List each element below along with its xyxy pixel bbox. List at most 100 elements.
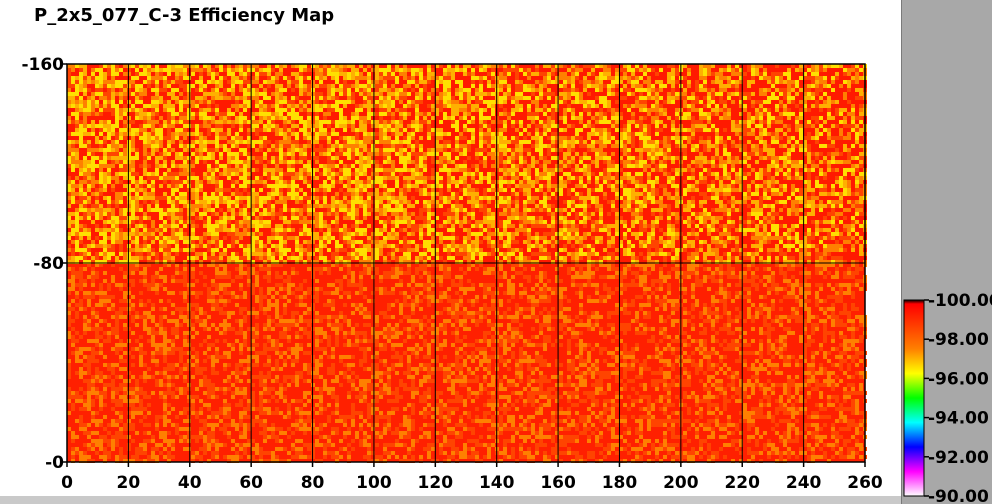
heatmap-cell bbox=[231, 295, 235, 299]
heatmap-cell bbox=[139, 375, 143, 379]
heatmap-cell bbox=[647, 459, 651, 463]
heatmap-cell bbox=[79, 359, 83, 363]
heatmap-cell bbox=[255, 299, 259, 303]
heatmap-cell bbox=[99, 299, 103, 303]
heatmap-cell bbox=[539, 299, 543, 303]
heatmap-cell bbox=[831, 435, 835, 439]
heatmap-cell bbox=[75, 435, 79, 439]
heatmap-cell bbox=[139, 351, 143, 355]
heatmap-cell bbox=[323, 447, 327, 451]
heatmap-cell bbox=[759, 451, 763, 455]
heatmap-cell bbox=[699, 367, 703, 371]
heatmap-cell bbox=[323, 383, 327, 387]
heatmap-cell bbox=[155, 427, 159, 431]
heatmap-cell bbox=[71, 391, 75, 395]
heatmap-cell bbox=[795, 419, 799, 423]
heatmap-cell bbox=[555, 431, 559, 435]
heatmap-cell bbox=[227, 379, 231, 383]
heatmap-cell bbox=[847, 383, 851, 387]
heatmap-cell bbox=[263, 439, 267, 443]
heatmap-cell bbox=[507, 339, 511, 343]
heatmap-cell bbox=[435, 359, 439, 363]
heatmap-cell bbox=[831, 335, 835, 339]
heatmap-cell bbox=[399, 379, 403, 383]
heatmap-cell bbox=[759, 403, 763, 407]
heatmap-cell bbox=[391, 363, 395, 367]
heatmap-cell bbox=[155, 343, 159, 347]
heatmap-cell bbox=[235, 443, 239, 447]
heatmap-cell bbox=[351, 419, 355, 423]
heatmap-cell bbox=[459, 339, 463, 343]
heatmap-cell bbox=[507, 439, 511, 443]
heatmap-cell bbox=[259, 419, 263, 423]
heatmap-cell bbox=[535, 443, 539, 447]
heatmap-cell bbox=[587, 355, 591, 359]
heatmap-cell bbox=[111, 315, 115, 319]
heatmap-cell bbox=[411, 383, 415, 387]
heatmap-cell bbox=[371, 383, 375, 387]
heatmap-cell bbox=[799, 355, 803, 359]
heatmap-cell bbox=[659, 351, 663, 355]
heatmap-cell bbox=[127, 447, 131, 451]
heatmap-cell bbox=[435, 339, 439, 343]
heatmap-cell bbox=[851, 335, 855, 339]
heatmap-cell bbox=[635, 459, 639, 463]
heatmap-cell bbox=[259, 423, 263, 427]
heatmap-cell bbox=[531, 367, 535, 371]
heatmap-cell bbox=[759, 383, 763, 387]
heatmap-cell bbox=[663, 331, 667, 335]
heatmap-cell bbox=[747, 299, 751, 303]
heatmap-cell bbox=[139, 315, 143, 319]
heatmap-cell bbox=[423, 399, 427, 403]
heatmap-cell bbox=[643, 303, 647, 307]
heatmap-cell bbox=[747, 279, 751, 283]
heatmap-cell bbox=[675, 359, 679, 363]
heatmap-cell bbox=[315, 339, 319, 343]
heatmap-cell bbox=[547, 319, 551, 323]
heatmap-cell bbox=[299, 319, 303, 323]
heatmap-cell bbox=[539, 311, 543, 315]
heatmap-cell bbox=[555, 447, 559, 451]
heatmap-cell bbox=[247, 267, 251, 271]
heatmap-cell bbox=[143, 391, 147, 395]
heatmap-cell bbox=[439, 407, 443, 411]
heatmap-cell bbox=[71, 307, 75, 311]
heatmap-cell bbox=[503, 335, 507, 339]
heatmap-cell bbox=[327, 419, 331, 423]
heatmap-cell bbox=[407, 331, 411, 335]
heatmap-cell bbox=[611, 411, 615, 415]
heatmap-cell bbox=[243, 391, 247, 395]
heatmap-cell bbox=[779, 403, 783, 407]
heatmap-cell bbox=[819, 427, 823, 431]
heatmap-cell bbox=[767, 379, 771, 383]
heatmap-cell bbox=[703, 343, 707, 347]
heatmap-cell bbox=[427, 443, 431, 447]
heatmap-cell bbox=[83, 267, 87, 271]
heatmap-cell bbox=[791, 411, 795, 415]
heatmap-cell bbox=[675, 307, 679, 311]
heatmap-cell bbox=[143, 443, 147, 447]
heatmap-cell bbox=[703, 399, 707, 403]
heatmap-cell bbox=[371, 399, 375, 403]
heatmap-cell bbox=[735, 275, 739, 279]
heatmap-cell bbox=[763, 307, 767, 311]
heatmap-cell bbox=[611, 311, 615, 315]
heatmap-cell bbox=[427, 299, 431, 303]
heatmap-cell bbox=[427, 291, 431, 295]
heatmap-cell bbox=[847, 343, 851, 347]
heatmap-cell bbox=[711, 295, 715, 299]
heatmap-cell bbox=[807, 335, 811, 339]
heatmap-cell bbox=[371, 335, 375, 339]
heatmap-cell bbox=[795, 399, 799, 403]
heatmap-cell bbox=[603, 403, 607, 407]
heatmap-cell bbox=[843, 343, 847, 347]
heatmap-cell bbox=[571, 363, 575, 367]
heatmap-cell bbox=[163, 263, 167, 267]
heatmap-cell bbox=[547, 395, 551, 399]
heatmap-cell bbox=[739, 291, 743, 295]
heatmap-cell bbox=[795, 387, 799, 391]
heatmap-cell bbox=[343, 343, 347, 347]
heatmap-cell bbox=[823, 415, 827, 419]
heatmap-cell bbox=[263, 375, 267, 379]
heatmap-cell bbox=[411, 419, 415, 423]
